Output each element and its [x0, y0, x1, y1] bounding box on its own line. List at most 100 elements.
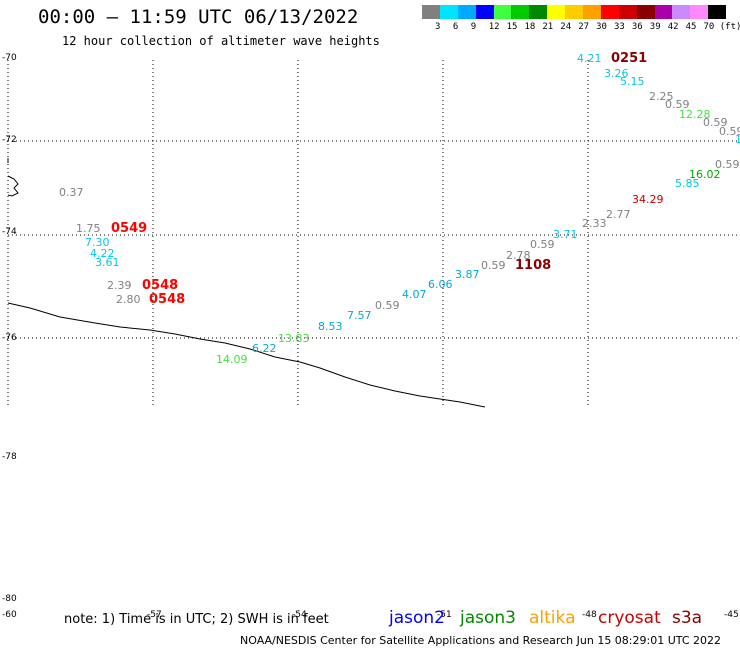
wave-label: 3.61 [95, 256, 120, 269]
legend-swatch [475, 5, 494, 19]
wave-time-value: 34.29 [632, 193, 664, 206]
lon-label: -45 [724, 610, 739, 620]
legend-swatch [690, 5, 709, 19]
legend-label: 6 [452, 22, 459, 32]
map-title: 00:00 – 11:59 UTC 06/13/2022 [38, 6, 359, 28]
wave-label: 3.71 [553, 228, 578, 241]
wave-label: 16.02 [689, 168, 721, 181]
legend-label: 39 [649, 22, 661, 32]
lat-label: -78 [2, 452, 17, 462]
lat-label: -80 [2, 594, 17, 604]
legend-label: 21 [542, 22, 554, 32]
wave-time: 0548 [142, 278, 178, 293]
color-scale-labels: 3 6 9 12 15 18 21 24 27 30 33 36 39 42 45 70 (ft) [422, 22, 740, 34]
wave-label: 4.07 [402, 288, 427, 301]
wave-time: 0251 [611, 51, 647, 66]
legend-label: 42 [667, 22, 679, 32]
satellite-altika: altika [529, 608, 576, 628]
lat-label: -70 [2, 53, 17, 63]
legend-swatch [547, 5, 566, 19]
lon-label: -48 [582, 610, 597, 620]
legend-label: 70 (ft) [703, 22, 740, 32]
color-scale-legend [422, 5, 727, 19]
satellite-cryosat: cryosat [598, 608, 661, 628]
wave-label: 6.22 [252, 342, 277, 355]
legend-swatch [493, 5, 512, 19]
wave-label: 1.75 [76, 222, 101, 235]
credit-footer: NOAA/NESDIS Center for Satellite Applica… [240, 634, 722, 647]
wave-time: 0549 [111, 221, 147, 236]
wave-label: 0.59 [703, 116, 728, 129]
legend-swatch [511, 5, 530, 19]
wave-label: 13.83 [278, 332, 310, 345]
wave-label: 0.59 [530, 238, 555, 251]
antarctic-coastline [7, 302, 486, 408]
wave-label: 0.37 [59, 186, 84, 199]
wave-label: 14.09 [216, 353, 248, 366]
wave-label: 2.39 [107, 279, 132, 292]
legend-label: 30 [596, 22, 607, 32]
legend-swatch [439, 5, 458, 19]
legend-label: 33 [614, 22, 625, 32]
legend-label: 36 [631, 22, 643, 32]
wave-label: 5.85 [675, 177, 700, 190]
wave-label: 0.59 [665, 98, 690, 111]
lat-label: -74 [2, 227, 17, 237]
legend-swatch [583, 5, 601, 19]
legend-label: 45 [685, 22, 697, 32]
graticule [7, 60, 740, 405]
legend-label: 12 [488, 22, 500, 32]
wave-time: 1108 [515, 258, 551, 273]
wave-label: 1 [735, 133, 740, 146]
wave-label: 0.59 [481, 259, 506, 272]
legend-swatch [618, 5, 637, 19]
lat-label: -76 [2, 333, 17, 343]
legend-swatch [600, 5, 619, 19]
wave-label: 2.77 [606, 208, 631, 221]
legend-swatch [654, 5, 673, 19]
wave-height-labels: 0.37 1.75 0549 7.30 4.22 3.61 2.39 0548 … [59, 51, 740, 366]
wave-label: 3.26 [604, 67, 629, 80]
legend-label: 27 [578, 22, 590, 32]
wave-label: 0.59 [719, 125, 740, 138]
wave-label: 3.87 [455, 268, 480, 281]
wave-label: 12.28 [679, 108, 711, 121]
wave-label: 0.59 [375, 299, 400, 312]
wave-label: 7.57 [347, 309, 372, 322]
wave-label: 4.22 [90, 247, 115, 260]
lat-label: -72 [2, 135, 17, 145]
lon-label: -60 [2, 610, 17, 620]
wave-label: 0.59 [715, 158, 740, 171]
legend-swatch [457, 5, 476, 19]
lon-label: -57 [147, 610, 162, 620]
legend-label: 24 [560, 22, 572, 32]
wave-label: 2.25 [649, 90, 674, 103]
lon-label: -51 [437, 610, 452, 620]
satellite-s3a: s3a [672, 608, 703, 628]
latitude-labels: -70 -72 -74 -76 -78 -80 [2, 53, 17, 604]
longitude-labels: -60 -57 -54 -51 -48 -45 [2, 610, 739, 620]
legend-swatch [529, 5, 548, 19]
legend-swatch [422, 5, 440, 19]
wave-label: 4.21 [577, 52, 602, 65]
legend-swatch [708, 5, 727, 19]
legend-swatch [672, 5, 691, 19]
legend-swatch [565, 5, 584, 19]
map-subtitle: 12 hour collection of altimeter wave hei… [62, 34, 380, 48]
wave-label: 2.33 [582, 217, 607, 230]
wave-time: 0548 [149, 292, 185, 307]
wave-label: 5.15 [620, 75, 645, 88]
units-note: note: 1) Time is in UTC; 2) SWH is in fe… [64, 612, 329, 627]
satellite-jason3: jason3 [460, 608, 516, 628]
legend-label: 3 [435, 22, 441, 32]
wave-label: 8.53 [318, 320, 343, 333]
legend-label: 15 [506, 22, 518, 32]
coastline-fragment [7, 175, 19, 197]
wave-label: 2.80 [116, 293, 141, 306]
wave-label: 6.06 [428, 278, 453, 291]
satellite-jason2: jason2 [389, 608, 445, 628]
legend-label: 9 [470, 22, 477, 32]
legend-swatch [636, 5, 655, 19]
legend-label: 18 [524, 22, 536, 32]
